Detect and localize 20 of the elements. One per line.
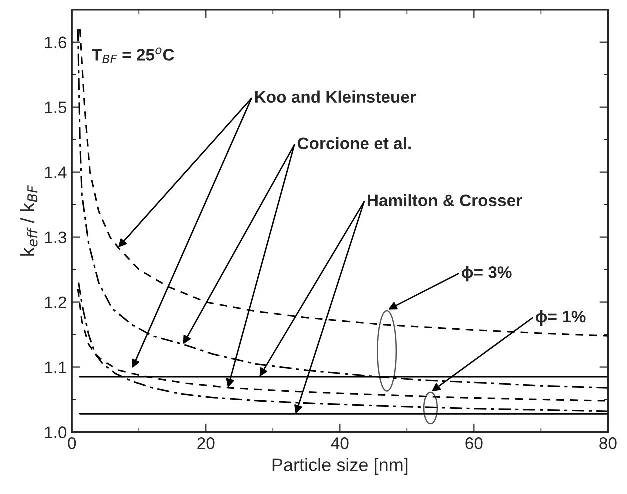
x-tick-label: 80: [600, 438, 617, 450]
x-tick-label: 20: [198, 438, 215, 450]
x-tick-label: 0: [68, 438, 76, 450]
y-tick-label: 1.2: [45, 296, 66, 308]
annotation: Koo and Kleinsteuer: [255, 90, 416, 104]
y-tick-label: 1.0: [45, 426, 67, 438]
y-tick-label: 1.3: [45, 232, 67, 244]
x-axis-title: Particle size [nm]: [272, 458, 408, 476]
y-tick-label: 1.6: [45, 36, 67, 49]
annotation: Corcione et al.: [298, 137, 411, 150]
y-tick-label: 1.4: [45, 166, 67, 178]
y-axis-title: k$_{eff}$ / k$_{BF}$: [20, 185, 38, 256]
x-tick-label: 40: [331, 438, 349, 450]
annotation: Hamilton & Crosser: [368, 194, 522, 207]
annotation: ϕ= 1%: [536, 310, 586, 326]
annotation: T$_{BF}$ = 25$^{o}$C: [92, 48, 174, 64]
x-tick-label: 60: [466, 438, 483, 450]
annotation: ϕ= 3%: [462, 266, 512, 282]
y-tick-label: 1.1: [45, 362, 66, 374]
y-tick-label: 1.5: [45, 102, 67, 114]
